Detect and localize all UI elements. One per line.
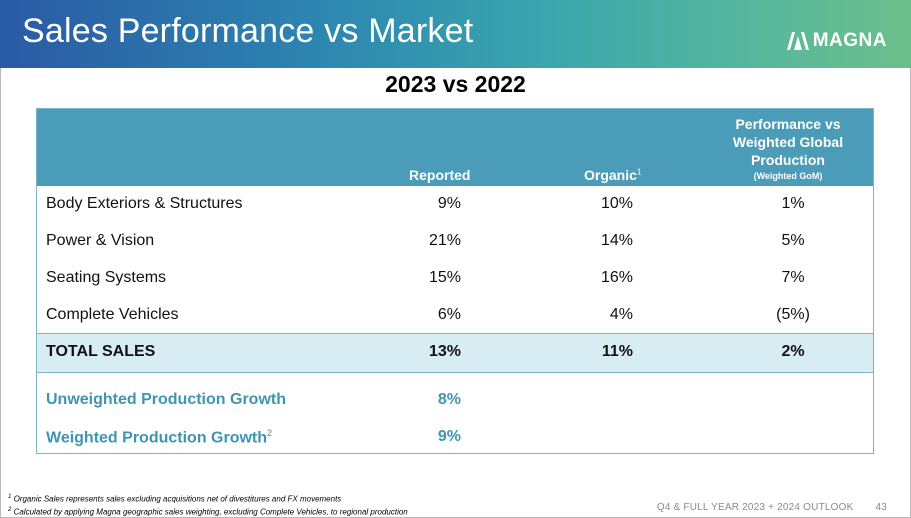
comparison-subtitle: 2023 vs 2022: [385, 71, 526, 97]
reported-value: 9%: [437, 195, 461, 212]
reported-value: 21%: [428, 232, 461, 249]
table-row: Power & Vision 21% 14% 5%: [37, 223, 873, 260]
row-label: Power & Vision: [46, 232, 155, 249]
performance-value: 1%: [781, 195, 805, 212]
slide-title: Sales Performance vs Market: [22, 12, 474, 50]
production-label-wrap: Weighted Production Growth2: [46, 428, 272, 447]
footer-label: Q4 & FULL YEAR 2023 + 2024 OUTLOOK: [656, 502, 854, 513]
magna-logo-icon: [786, 32, 809, 50]
row-label: Seating Systems: [46, 269, 167, 286]
slide-footer: Q4 & FULL YEAR 2023 + 2024 OUTLOOK 43: [657, 502, 887, 513]
col-header-performance: Performance vs Weighted Global Productio…: [717, 115, 859, 183]
total-performance-value: 2%: [781, 343, 805, 360]
total-reported-value: 13%: [428, 343, 461, 360]
magna-logo-text: MAGNA: [812, 30, 887, 51]
footnote-ref-1: 1: [636, 167, 642, 177]
performance-value: 5%: [781, 232, 805, 249]
total-organic-value: 11%: [601, 343, 633, 360]
col-header-reported: Reported: [409, 167, 471, 183]
performance-value: 7%: [781, 269, 805, 286]
magna-logo: MAGNA: [786, 30, 887, 52]
table-header: Reported Organic1 Performance vs Weighte…: [37, 109, 873, 186]
footnotes: 1 Organic Sales represents sales excludi…: [8, 492, 408, 517]
table-row: Body Exteriors & Structures 9% 10% 1%: [37, 186, 873, 223]
production-label: Unweighted Production Growth: [46, 391, 286, 408]
col-header-performance-sub: (Weighted GoM): [753, 171, 823, 181]
organic-value: 10%: [600, 195, 633, 212]
slide-header: Sales Performance vs Market MAGNA: [0, 0, 911, 68]
table-row: Seating Systems 15% 16% 7%: [37, 260, 873, 297]
production-value: 8%: [437, 391, 461, 408]
organic-value: 14%: [600, 232, 633, 249]
row-label: Body Exteriors & Structures: [46, 195, 243, 212]
organic-value: 4%: [609, 306, 633, 323]
sales-performance-table: Reported Organic1 Performance vs Weighte…: [36, 108, 874, 454]
performance-value: (5%): [776, 306, 810, 323]
footnote-ref-2: 2: [267, 428, 273, 438]
table-row: Complete Vehicles 6% 4% (5%): [37, 297, 873, 334]
footnote-1: 1 Organic Sales represents sales excludi…: [8, 494, 342, 504]
total-sales-row: TOTAL SALES 13% 11% 2%: [37, 333, 873, 373]
page-number: 43: [875, 502, 887, 513]
reported-value: 15%: [428, 269, 461, 286]
unweighted-production-row: Unweighted Production Growth 8%: [37, 382, 873, 419]
production-label: Weighted Production Growth: [46, 429, 268, 447]
organic-value: 16%: [600, 269, 633, 286]
production-value: 9%: [437, 428, 461, 445]
weighted-production-row: Weighted Production Growth2 9%: [37, 419, 873, 456]
reported-value: 6%: [437, 306, 461, 323]
total-label: TOTAL SALES: [46, 343, 156, 360]
row-label: Complete Vehicles: [46, 306, 179, 323]
footnote-2: 2 Calculated by applying Magna geographi…: [8, 506, 408, 517]
col-header-organic: Organic1: [584, 167, 642, 183]
